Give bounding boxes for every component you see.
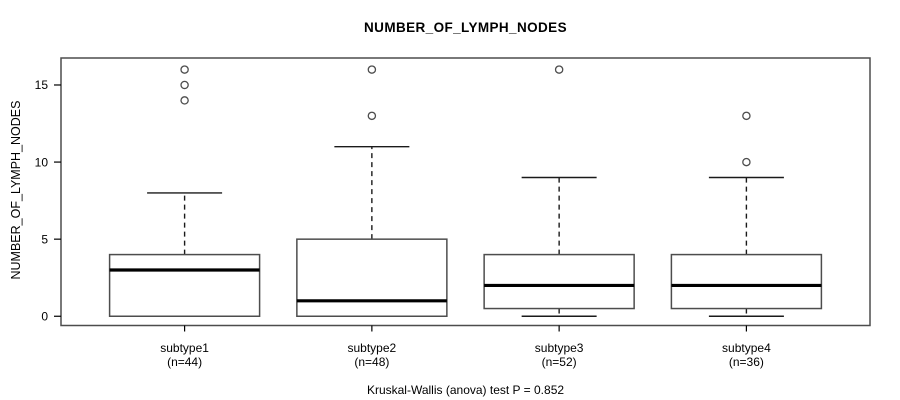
stats-caption: Kruskal-Wallis (anova) test P = 0.852 xyxy=(366,383,565,397)
x-tick-label-subtype4: subtype4 xyxy=(722,341,771,355)
y-tick-label: 5 xyxy=(41,232,48,246)
iqr-box-subtype2 xyxy=(296,238,448,317)
outlier-point-subtype3 xyxy=(554,65,564,74)
iqr-box-subtype3 xyxy=(483,253,635,310)
outlier-point-subtype1 xyxy=(180,65,189,74)
x-tick-sublabel-subtype1: (n=44) xyxy=(167,355,202,369)
x-tick-sublabel-subtype2: (n=48) xyxy=(354,355,389,369)
plot-frame xyxy=(60,57,871,327)
x-tick-sublabel-subtype4: (n=36) xyxy=(729,355,764,369)
x-tick-label-subtype3: subtype3 xyxy=(535,341,584,355)
outlier-point-subtype4 xyxy=(742,111,751,121)
x-tick-label-subtype1: subtype1 xyxy=(160,341,209,355)
iqr-box-subtype4 xyxy=(670,253,823,310)
y-tick-label: 10 xyxy=(35,155,49,169)
iqr-box-subtype1 xyxy=(108,253,261,317)
chart-title: NUMBER_OF_LYMPH_NODES xyxy=(364,20,567,35)
y-tick-label: 15 xyxy=(35,78,49,92)
x-tick-sublabel-subtype3: (n=52) xyxy=(542,355,577,369)
outlier-point-subtype1 xyxy=(180,80,189,90)
y-tick-label: 0 xyxy=(41,309,48,323)
x-tick-label-subtype2: subtype2 xyxy=(348,341,397,355)
outlier-point-subtype2 xyxy=(367,65,377,74)
outlier-point-subtype1 xyxy=(180,96,189,105)
outlier-point-subtype2 xyxy=(367,111,377,121)
outlier-point-subtype4 xyxy=(742,157,751,167)
